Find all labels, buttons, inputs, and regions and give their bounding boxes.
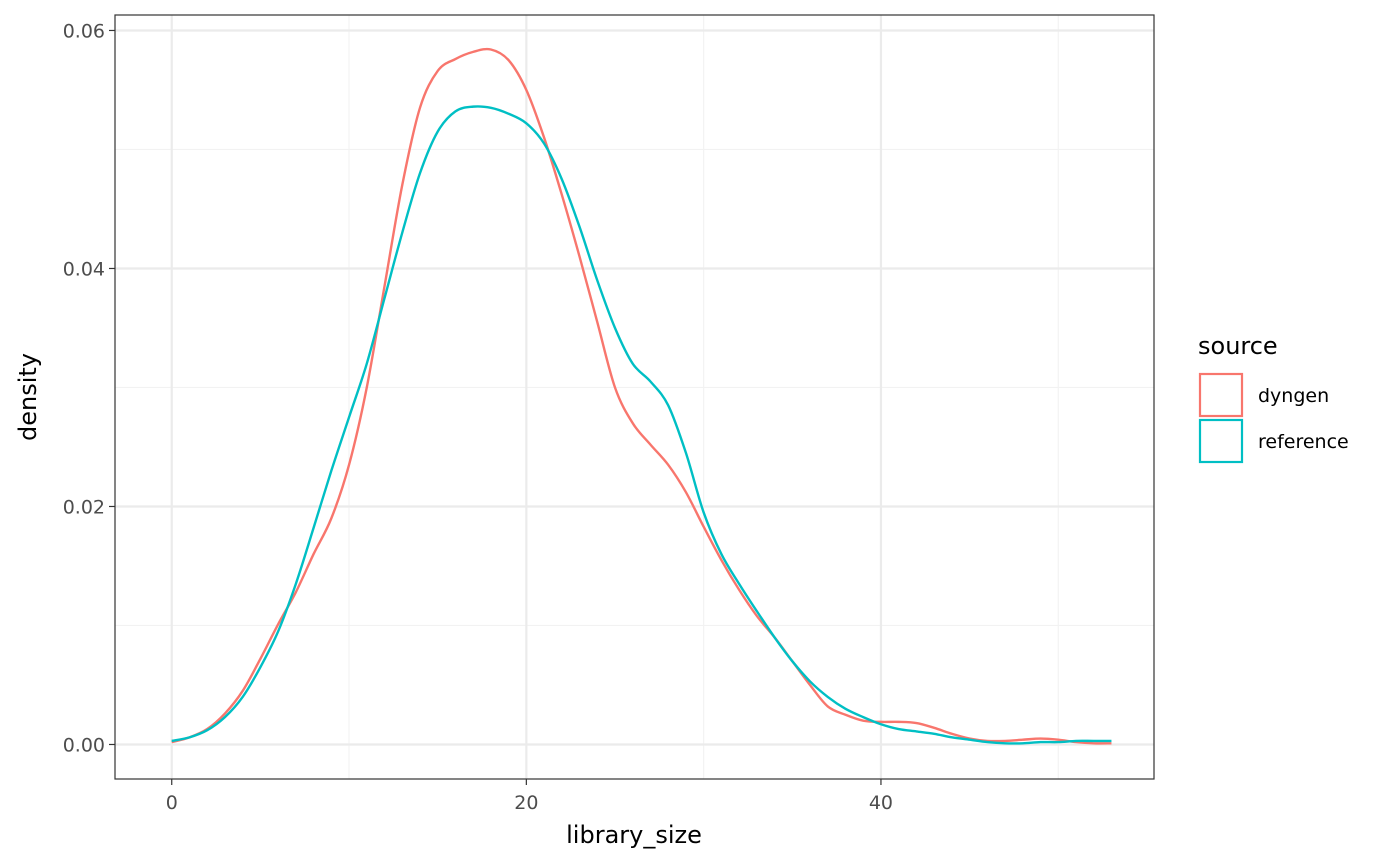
x-axis: 0 20 40 xyxy=(166,779,893,814)
legend-key-reference xyxy=(1198,418,1244,464)
y-tick-label: 0.00 xyxy=(63,734,105,756)
legend-label-reference: reference xyxy=(1258,431,1349,453)
y-axis-title: density xyxy=(14,353,42,441)
major-gridlines xyxy=(115,15,1154,779)
y-tick-label: 0.04 xyxy=(63,258,105,280)
series-line-reference xyxy=(171,105,1112,745)
x-tick-label: 40 xyxy=(869,792,893,814)
legend-title: source xyxy=(1198,332,1278,360)
panel-border xyxy=(114,14,1155,780)
legend-key-dyngen xyxy=(1198,372,1244,418)
legend-item-dyngen: dyngen xyxy=(1198,372,1329,418)
y-axis: 0.00 0.02 0.04 0.06 xyxy=(63,20,115,756)
series-lines xyxy=(171,47,1112,745)
legend: source dyngen reference xyxy=(1198,332,1349,464)
x-tick-label: 0 xyxy=(166,792,178,814)
plot-panel xyxy=(114,14,1155,780)
legend-label-dyngen: dyngen xyxy=(1258,385,1329,407)
y-tick-label: 0.02 xyxy=(63,496,105,518)
y-tick-label: 0.06 xyxy=(63,20,105,42)
x-axis-title: library_size xyxy=(566,821,702,849)
legend-item-reference: reference xyxy=(1198,418,1349,464)
series-line-dyngen xyxy=(171,47,1112,745)
minor-gridlines xyxy=(115,15,1154,779)
x-tick-label: 20 xyxy=(514,792,538,814)
